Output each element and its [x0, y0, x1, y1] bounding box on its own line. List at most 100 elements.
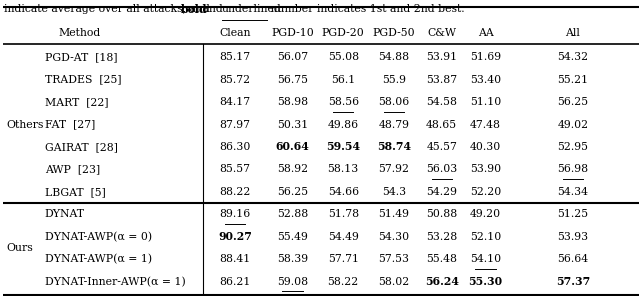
Text: 58.98: 58.98 [276, 97, 308, 107]
Text: 53.40: 53.40 [470, 75, 501, 85]
Text: 53.28: 53.28 [426, 232, 458, 242]
Text: 56.25: 56.25 [276, 187, 308, 197]
Text: 56.1: 56.1 [331, 75, 355, 85]
Text: 50.88: 50.88 [426, 209, 458, 219]
Text: 58.13: 58.13 [328, 165, 359, 174]
Text: 55.08: 55.08 [328, 52, 359, 62]
Text: 48.79: 48.79 [378, 120, 410, 130]
Text: 53.93: 53.93 [557, 232, 589, 242]
Text: 55.21: 55.21 [557, 75, 589, 85]
Text: indicate average over all attacks, and: indicate average over all attacks, and [4, 4, 214, 14]
Text: DYNAT-Inner-AWP(α = 1): DYNAT-Inner-AWP(α = 1) [45, 277, 186, 287]
Text: 40.30: 40.30 [470, 142, 501, 152]
Text: 58.06: 58.06 [378, 97, 410, 107]
Text: and: and [199, 4, 227, 14]
Text: AWP  [23]: AWP [23] [45, 165, 100, 174]
Text: PGD-10: PGD-10 [271, 28, 314, 38]
Text: 55.48: 55.48 [426, 254, 457, 264]
Text: 51.25: 51.25 [557, 209, 589, 219]
Text: DYNAT: DYNAT [45, 209, 85, 219]
Text: 56.24: 56.24 [425, 276, 459, 287]
Text: 56.75: 56.75 [277, 75, 308, 85]
Text: 49.02: 49.02 [557, 120, 589, 130]
Text: 56.98: 56.98 [557, 165, 589, 174]
Text: 58.22: 58.22 [328, 277, 359, 287]
Text: 60.64: 60.64 [275, 141, 309, 152]
Text: 90.27: 90.27 [218, 231, 252, 242]
Text: 59.54: 59.54 [326, 141, 360, 152]
Text: Method: Method [58, 28, 100, 38]
Text: 51.10: 51.10 [470, 97, 501, 107]
Text: 54.30: 54.30 [378, 232, 410, 242]
Text: 48.65: 48.65 [426, 120, 457, 130]
Text: 53.90: 53.90 [470, 165, 501, 174]
Text: Others: Others [6, 120, 44, 130]
Text: 55.9: 55.9 [382, 75, 406, 85]
Text: PGD-AT  [18]: PGD-AT [18] [45, 52, 117, 62]
Text: 86.21: 86.21 [220, 277, 251, 287]
Text: 56.64: 56.64 [557, 254, 589, 264]
Text: PGD-50: PGD-50 [372, 28, 415, 38]
Text: bold: bold [181, 4, 207, 15]
Text: 59.08: 59.08 [276, 277, 308, 287]
Text: underlined: underlined [221, 4, 282, 14]
Text: 88.41: 88.41 [220, 254, 251, 264]
Text: 58.39: 58.39 [276, 254, 308, 264]
Text: Ours: Ours [6, 243, 33, 253]
Text: 51.78: 51.78 [328, 209, 359, 219]
Text: 53.87: 53.87 [426, 75, 457, 85]
Text: LBGAT  [5]: LBGAT [5] [45, 187, 106, 197]
Text: 54.3: 54.3 [382, 187, 406, 197]
Text: GAIRAT  [28]: GAIRAT [28] [45, 142, 118, 152]
Text: AA: AA [477, 28, 493, 38]
Text: 54.49: 54.49 [328, 232, 358, 242]
Text: FAT  [27]: FAT [27] [45, 120, 95, 130]
Text: 85.72: 85.72 [220, 75, 251, 85]
Text: 51.69: 51.69 [470, 52, 501, 62]
Text: 58.56: 58.56 [328, 97, 359, 107]
Text: 57.92: 57.92 [378, 165, 410, 174]
Text: 52.10: 52.10 [470, 232, 501, 242]
Text: 85.17: 85.17 [220, 52, 251, 62]
Text: 54.66: 54.66 [328, 187, 359, 197]
Text: 54.32: 54.32 [557, 52, 589, 62]
Text: 85.57: 85.57 [220, 165, 251, 174]
Text: DYNAT-AWP(α = 1): DYNAT-AWP(α = 1) [45, 254, 152, 265]
Text: 51.49: 51.49 [378, 209, 410, 219]
Text: 49.20: 49.20 [470, 209, 501, 219]
Text: 57.37: 57.37 [556, 276, 590, 287]
Text: 54.10: 54.10 [470, 254, 501, 264]
Text: Clean: Clean [220, 28, 251, 38]
Text: C&W: C&W [428, 28, 456, 38]
Text: 56.25: 56.25 [557, 97, 589, 107]
Text: 53.91: 53.91 [426, 52, 457, 62]
Text: PGD-20: PGD-20 [322, 28, 365, 38]
Text: 56.07: 56.07 [276, 52, 308, 62]
Text: MART  [22]: MART [22] [45, 97, 108, 107]
Text: 55.30: 55.30 [468, 276, 502, 287]
Text: number indicates 1st and 2nd best.: number indicates 1st and 2nd best. [267, 4, 465, 14]
Text: 52.95: 52.95 [557, 142, 588, 152]
Text: 58.92: 58.92 [276, 165, 308, 174]
Text: 52.20: 52.20 [470, 187, 501, 197]
Text: 50.31: 50.31 [276, 120, 308, 130]
Text: TRADES  [25]: TRADES [25] [45, 75, 122, 85]
Text: 58.74: 58.74 [377, 141, 411, 152]
Text: 84.17: 84.17 [220, 97, 251, 107]
Text: 47.48: 47.48 [470, 120, 501, 130]
Text: 58.02: 58.02 [378, 277, 410, 287]
Text: 49.86: 49.86 [328, 120, 359, 130]
Text: 86.30: 86.30 [220, 142, 251, 152]
Text: 45.57: 45.57 [426, 142, 457, 152]
Text: 54.34: 54.34 [557, 187, 588, 197]
Text: 52.88: 52.88 [276, 209, 308, 219]
Text: 54.88: 54.88 [378, 52, 410, 62]
Text: 89.16: 89.16 [220, 209, 251, 219]
Text: 87.97: 87.97 [220, 120, 251, 130]
Text: 57.71: 57.71 [328, 254, 358, 264]
Text: 88.22: 88.22 [220, 187, 251, 197]
Text: 57.53: 57.53 [378, 254, 410, 264]
Text: DYNAT-AWP(α = 0): DYNAT-AWP(α = 0) [45, 232, 152, 242]
Text: 55.49: 55.49 [277, 232, 308, 242]
Text: 54.58: 54.58 [426, 97, 457, 107]
